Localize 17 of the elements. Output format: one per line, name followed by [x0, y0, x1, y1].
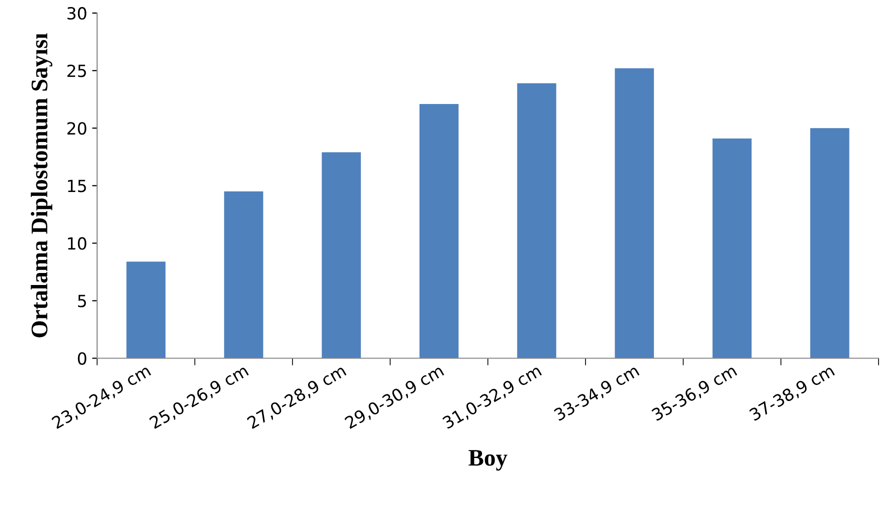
y-axis-title: Ortalama Diplostomum Sayısı [30, 33, 52, 338]
x-axis-title: Boy [468, 450, 508, 471]
bar [810, 128, 850, 358]
y-tick-label: 25 [67, 64, 86, 78]
bar [517, 83, 556, 358]
y-tick-label: 20 [67, 122, 86, 135]
bar [614, 68, 654, 358]
bar [322, 152, 361, 358]
bar [419, 104, 459, 358]
bar [224, 191, 264, 358]
y-tick-label: 5 [78, 294, 86, 308]
bar [712, 138, 752, 358]
bar [126, 262, 166, 358]
y-tick-label: 15 [68, 180, 86, 192]
y-tick-label: 10 [68, 237, 86, 250]
y-tick-label: 30 [67, 7, 86, 20]
y-tick-label: 0 [78, 352, 86, 365]
